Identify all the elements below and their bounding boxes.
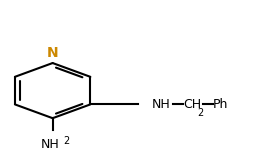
- Text: N: N: [47, 46, 59, 60]
- Text: 2: 2: [63, 136, 70, 146]
- Text: Ph: Ph: [213, 98, 228, 111]
- Text: NH: NH: [151, 98, 170, 111]
- Text: CH: CH: [183, 98, 202, 111]
- Text: NH: NH: [41, 138, 60, 151]
- Text: 2: 2: [197, 108, 204, 117]
